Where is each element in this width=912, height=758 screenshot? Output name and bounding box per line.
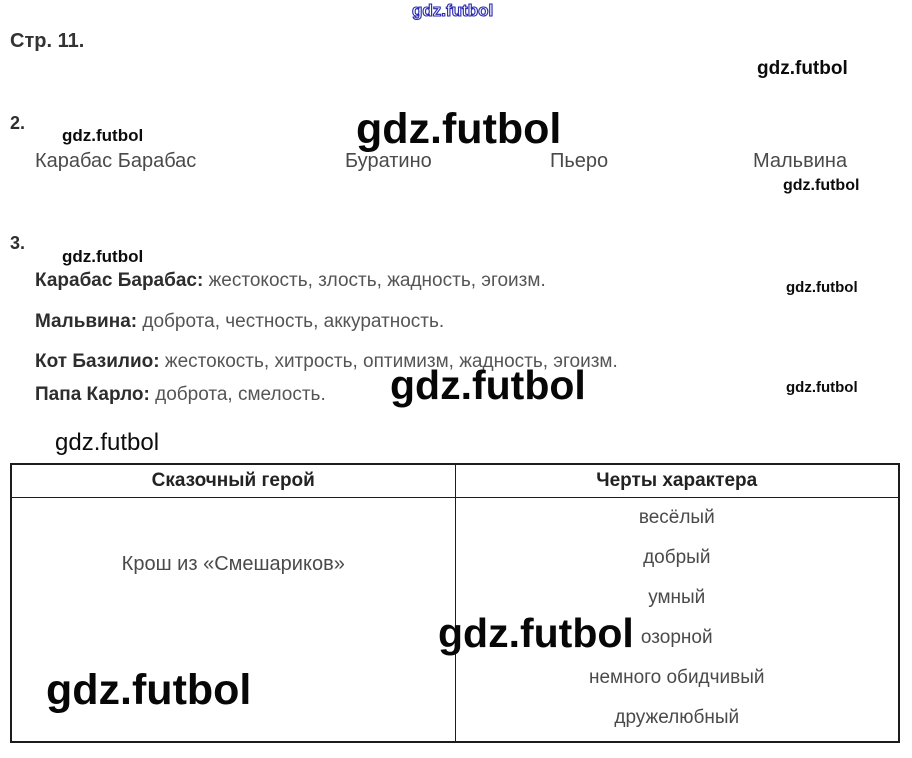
watermark-table-bottom-left: gdz.futbol (46, 666, 252, 714)
watermark-top-blue: gdz.futbol (411, 0, 494, 20)
hero-name-krosh: Крош из «Смешариков» (121, 553, 345, 575)
trait-line-karlo: Папа Карло: доброта, смелость. (35, 384, 326, 406)
watermark-section3-left: gdz.futbol (62, 247, 144, 266)
watermark-right-2: gdz.futbol (783, 177, 860, 194)
hero-name-piero: Пьеро (550, 150, 609, 172)
watermark-above-table: gdz.futbol (55, 429, 160, 456)
table-header-row: Сказочный герой Черты характера (12, 465, 898, 498)
page-title: Стр. 11. (10, 30, 85, 52)
trait-line-bazilio: Кот Базилио: жестокость, хитрость, оптим… (35, 351, 618, 373)
section2-number: 2. (10, 113, 26, 133)
table-header-hero: Сказочный герой (12, 465, 456, 497)
table-cell-hero: Крош из «Смешариков» (12, 498, 456, 741)
trait-line-karabas: Карабас Барабас: жестокость, злость, жад… (35, 270, 546, 292)
watermark-right-4: gdz.futbol (786, 379, 858, 396)
trait-item: немного обидчивый (588, 667, 765, 688)
trait-line-malvina: Мальвина: доброта, честность, аккуратнос… (35, 311, 444, 333)
trait-line-karlo-name: Папа Карло: (35, 384, 150, 405)
trait-item: весёлый (638, 507, 715, 528)
hero-name-buratino: Буратино (345, 150, 432, 172)
table-body-row: Крош из «Смешариков» весёлый добрый умны… (12, 498, 898, 741)
trait-item: умный (648, 587, 706, 608)
hero-name-karabas: Карабас Барабас (35, 150, 197, 172)
watermark-table-middle: gdz.futbol (438, 610, 634, 656)
watermark-section2-big: gdz.futbol (356, 105, 562, 153)
trait-item: озорной (640, 627, 713, 648)
watermark-right-3: gdz.futbol (786, 279, 858, 296)
watermark-section2-left: gdz.futbol (62, 126, 144, 145)
table-header-traits: Черты характера (596, 470, 758, 491)
trait-line-bazilio-traits: жестокость, хитрость, оптимизм, жадность… (159, 351, 618, 372)
trait-item: добрый (643, 547, 711, 568)
watermark-section3-big: gdz.futbol (390, 362, 586, 408)
trait-line-bazilio-name: Кот Базилио: (35, 351, 160, 372)
trait-item: дружелюбный (614, 707, 740, 728)
trait-line-karabas-name: Карабас Барабас: (35, 270, 204, 291)
character-table: Сказочный герой Черты характера Крош из … (10, 463, 900, 743)
trait-line-karabas-traits: жестокость, злость, жадность, эгоизм. (203, 270, 546, 291)
section3-number: 3. (10, 233, 26, 253)
hero-name-malvina: Мальвина (753, 150, 848, 172)
watermark-right-1: gdz.futbol (757, 58, 848, 79)
table-cell-traits: весёлый добрый умный озорной немного оби… (456, 498, 899, 741)
trait-line-malvina-name: Мальвина: (35, 311, 138, 332)
trait-line-karlo-traits: доброта, смелость. (149, 384, 326, 405)
trait-line-malvina-traits: доброта, честность, аккуратность. (137, 311, 445, 332)
